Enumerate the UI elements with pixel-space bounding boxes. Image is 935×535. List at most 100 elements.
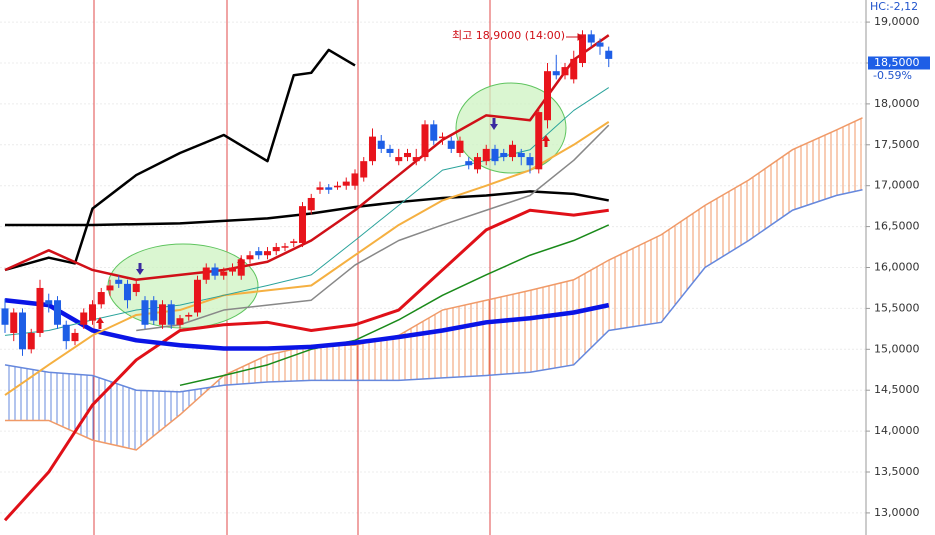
candle-body — [281, 246, 289, 248]
candle-body — [211, 267, 219, 276]
candle-body — [570, 58, 578, 80]
candle-body — [596, 42, 604, 47]
candle-body — [491, 148, 499, 162]
annotation-arrow — [566, 33, 584, 41]
candle-body — [228, 267, 236, 272]
buy-arrow — [542, 135, 550, 147]
candle-body — [333, 185, 341, 188]
y-tick-label: 17,5000 — [874, 138, 920, 151]
price-axis: 19,0000 18,5000 18,0000 17,5000 17,0000 16,50… — [866, 15, 930, 519]
candle-body — [368, 136, 376, 162]
arrow-head — [577, 33, 584, 41]
candle-body — [97, 292, 105, 305]
candle-body — [456, 140, 464, 153]
candle-body — [10, 312, 18, 333]
y-tick-label: 19,0000 — [874, 15, 920, 28]
candle-body — [185, 314, 193, 317]
y-tick-label: 13,0000 — [874, 506, 920, 519]
candle-body — [150, 300, 158, 321]
cloud-segment — [608, 234, 662, 331]
indicator-line — [4, 48, 356, 272]
cloud-segment — [442, 300, 487, 378]
cloud-segment — [398, 310, 443, 381]
y-tick-label: 15,0000 — [874, 342, 920, 355]
cloud-segment — [661, 205, 705, 323]
indicator-line — [179, 224, 610, 387]
y-tick-label: 13,5000 — [874, 465, 920, 478]
candle-body — [88, 304, 96, 321]
candle-body — [1, 308, 9, 325]
y-tick-label: 14,0000 — [874, 424, 920, 437]
candle-body — [482, 148, 490, 162]
candle-body — [552, 71, 560, 76]
candle-body — [526, 157, 534, 166]
candle-body — [246, 255, 254, 260]
cloud-span — [4, 189, 863, 393]
buy-arrow — [96, 317, 104, 329]
cloud-segment — [354, 335, 399, 381]
buy-arrow — [237, 257, 245, 269]
candle-body — [176, 318, 184, 325]
candle-body — [158, 304, 166, 325]
candle-body — [53, 300, 61, 325]
cloud-segment — [486, 290, 530, 376]
candle-body — [447, 140, 455, 149]
candle-body — [167, 304, 175, 325]
candle-body — [325, 187, 333, 190]
y-tick-label: 14,5000 — [874, 383, 920, 396]
candle-body — [27, 332, 35, 350]
candle-body — [500, 152, 508, 158]
cloud-segment — [311, 345, 355, 381]
cloud-segment — [704, 179, 749, 268]
indicator-line — [4, 190, 609, 227]
candle-body — [132, 283, 140, 293]
candle-body — [561, 67, 569, 76]
candle-body — [587, 34, 595, 43]
candle-body — [342, 181, 350, 186]
candle-body — [517, 152, 525, 158]
marks-layer — [1, 30, 863, 522]
candle-body — [403, 152, 411, 158]
candle-body — [220, 271, 228, 276]
candle-body — [18, 312, 26, 350]
indicator-line — [4, 297, 610, 351]
candle-body — [316, 187, 324, 190]
sell-arrow — [136, 263, 144, 275]
candle-body — [386, 148, 394, 153]
change-label: -0.59% — [873, 69, 912, 82]
last-price-box — [868, 56, 930, 70]
candle-body — [535, 112, 543, 170]
y-tick-label: 15,5000 — [874, 301, 920, 314]
candle-body — [473, 157, 481, 170]
candle-body — [465, 161, 473, 166]
candle-body — [395, 157, 403, 162]
candle-body — [62, 324, 70, 342]
candle-body — [36, 287, 44, 333]
candle-body — [123, 283, 131, 301]
cloud-segment — [4, 364, 49, 421]
indicator-line — [136, 124, 610, 332]
candle-body — [80, 312, 88, 325]
candle-body — [430, 124, 438, 141]
candle-body — [298, 206, 306, 243]
candle-body — [255, 251, 263, 256]
sell-arrow — [490, 118, 498, 130]
signal-arrows — [96, 118, 550, 329]
candle-body — [508, 144, 516, 158]
candle-body — [71, 332, 79, 342]
y-tick-label: 18,0000 — [874, 97, 920, 110]
last-price-label: 18,5000 — [874, 56, 920, 69]
candle-body — [605, 50, 613, 59]
indicator-line — [4, 121, 610, 396]
candle-body — [193, 279, 201, 313]
y-tick-label: 17,0000 — [874, 179, 920, 192]
cloud-segment — [529, 279, 574, 373]
cloud-segment — [136, 390, 180, 450]
candle-body — [141, 300, 149, 325]
high-annotation: 최고 18,9000 (14:00) — [452, 29, 565, 42]
header-label: HC:-2,12 — [870, 0, 918, 13]
candle-body — [351, 173, 359, 186]
candle-body — [360, 161, 368, 178]
candle-body — [412, 157, 420, 162]
